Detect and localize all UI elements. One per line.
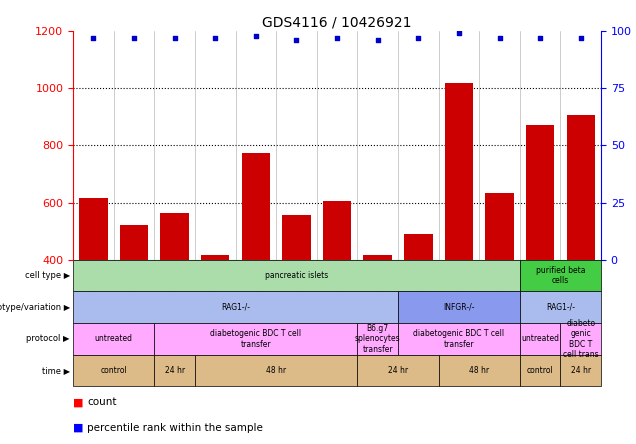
Text: diabetogenic BDC T cell
transfer: diabetogenic BDC T cell transfer: [211, 329, 301, 349]
Bar: [323, 201, 351, 260]
Text: protocol ▶: protocol ▶: [27, 334, 70, 343]
Bar: [160, 213, 189, 260]
Text: diabeto
genic
BDC T
cell trans: diabeto genic BDC T cell trans: [563, 319, 598, 359]
Text: time ▶: time ▶: [42, 366, 70, 375]
Point: [251, 32, 261, 39]
Bar: [120, 226, 148, 260]
Point: [373, 37, 383, 44]
Bar: [526, 125, 555, 260]
Text: purified beta
cells: purified beta cells: [536, 266, 585, 285]
Text: 24 hr: 24 hr: [165, 366, 184, 375]
Point: [88, 34, 99, 41]
Point: [494, 34, 504, 41]
Text: diabetogenic BDC T cell
transfer: diabetogenic BDC T cell transfer: [413, 329, 504, 349]
Text: 24 hr: 24 hr: [570, 366, 591, 375]
Bar: [485, 193, 514, 260]
Text: cell type ▶: cell type ▶: [25, 271, 70, 280]
Text: untreated: untreated: [521, 334, 559, 343]
Bar: [567, 115, 595, 260]
Point: [129, 34, 139, 41]
Text: B6.g7
splenocytes
transfer: B6.g7 splenocytes transfer: [355, 324, 401, 354]
Point: [291, 37, 301, 44]
Text: count: count: [87, 397, 116, 408]
Bar: [445, 83, 473, 260]
Bar: [80, 198, 107, 260]
Text: RAG1-/-: RAG1-/-: [221, 303, 250, 312]
Text: RAG1-/-: RAG1-/-: [546, 303, 575, 312]
Text: ■: ■: [73, 423, 84, 433]
Point: [454, 30, 464, 37]
Bar: [404, 234, 432, 260]
Text: 48 hr: 48 hr: [469, 366, 489, 375]
Point: [210, 34, 220, 41]
Bar: [282, 215, 311, 260]
Text: pancreatic islets: pancreatic islets: [265, 271, 328, 280]
Text: 24 hr: 24 hr: [388, 366, 408, 375]
Text: control: control: [527, 366, 553, 375]
Text: genotype/variation ▶: genotype/variation ▶: [0, 303, 70, 312]
Point: [332, 34, 342, 41]
Text: untreated: untreated: [95, 334, 133, 343]
Bar: [242, 153, 270, 260]
Point: [413, 34, 424, 41]
Point: [576, 34, 586, 41]
Text: ■: ■: [73, 397, 84, 408]
Bar: [364, 255, 392, 260]
Text: INFGR-/-: INFGR-/-: [443, 303, 474, 312]
Point: [170, 34, 180, 41]
Text: 48 hr: 48 hr: [266, 366, 286, 375]
Text: control: control: [100, 366, 127, 375]
Title: GDS4116 / 10426921: GDS4116 / 10426921: [262, 16, 412, 30]
Text: percentile rank within the sample: percentile rank within the sample: [87, 423, 263, 433]
Bar: [201, 255, 230, 260]
Point: [535, 34, 545, 41]
